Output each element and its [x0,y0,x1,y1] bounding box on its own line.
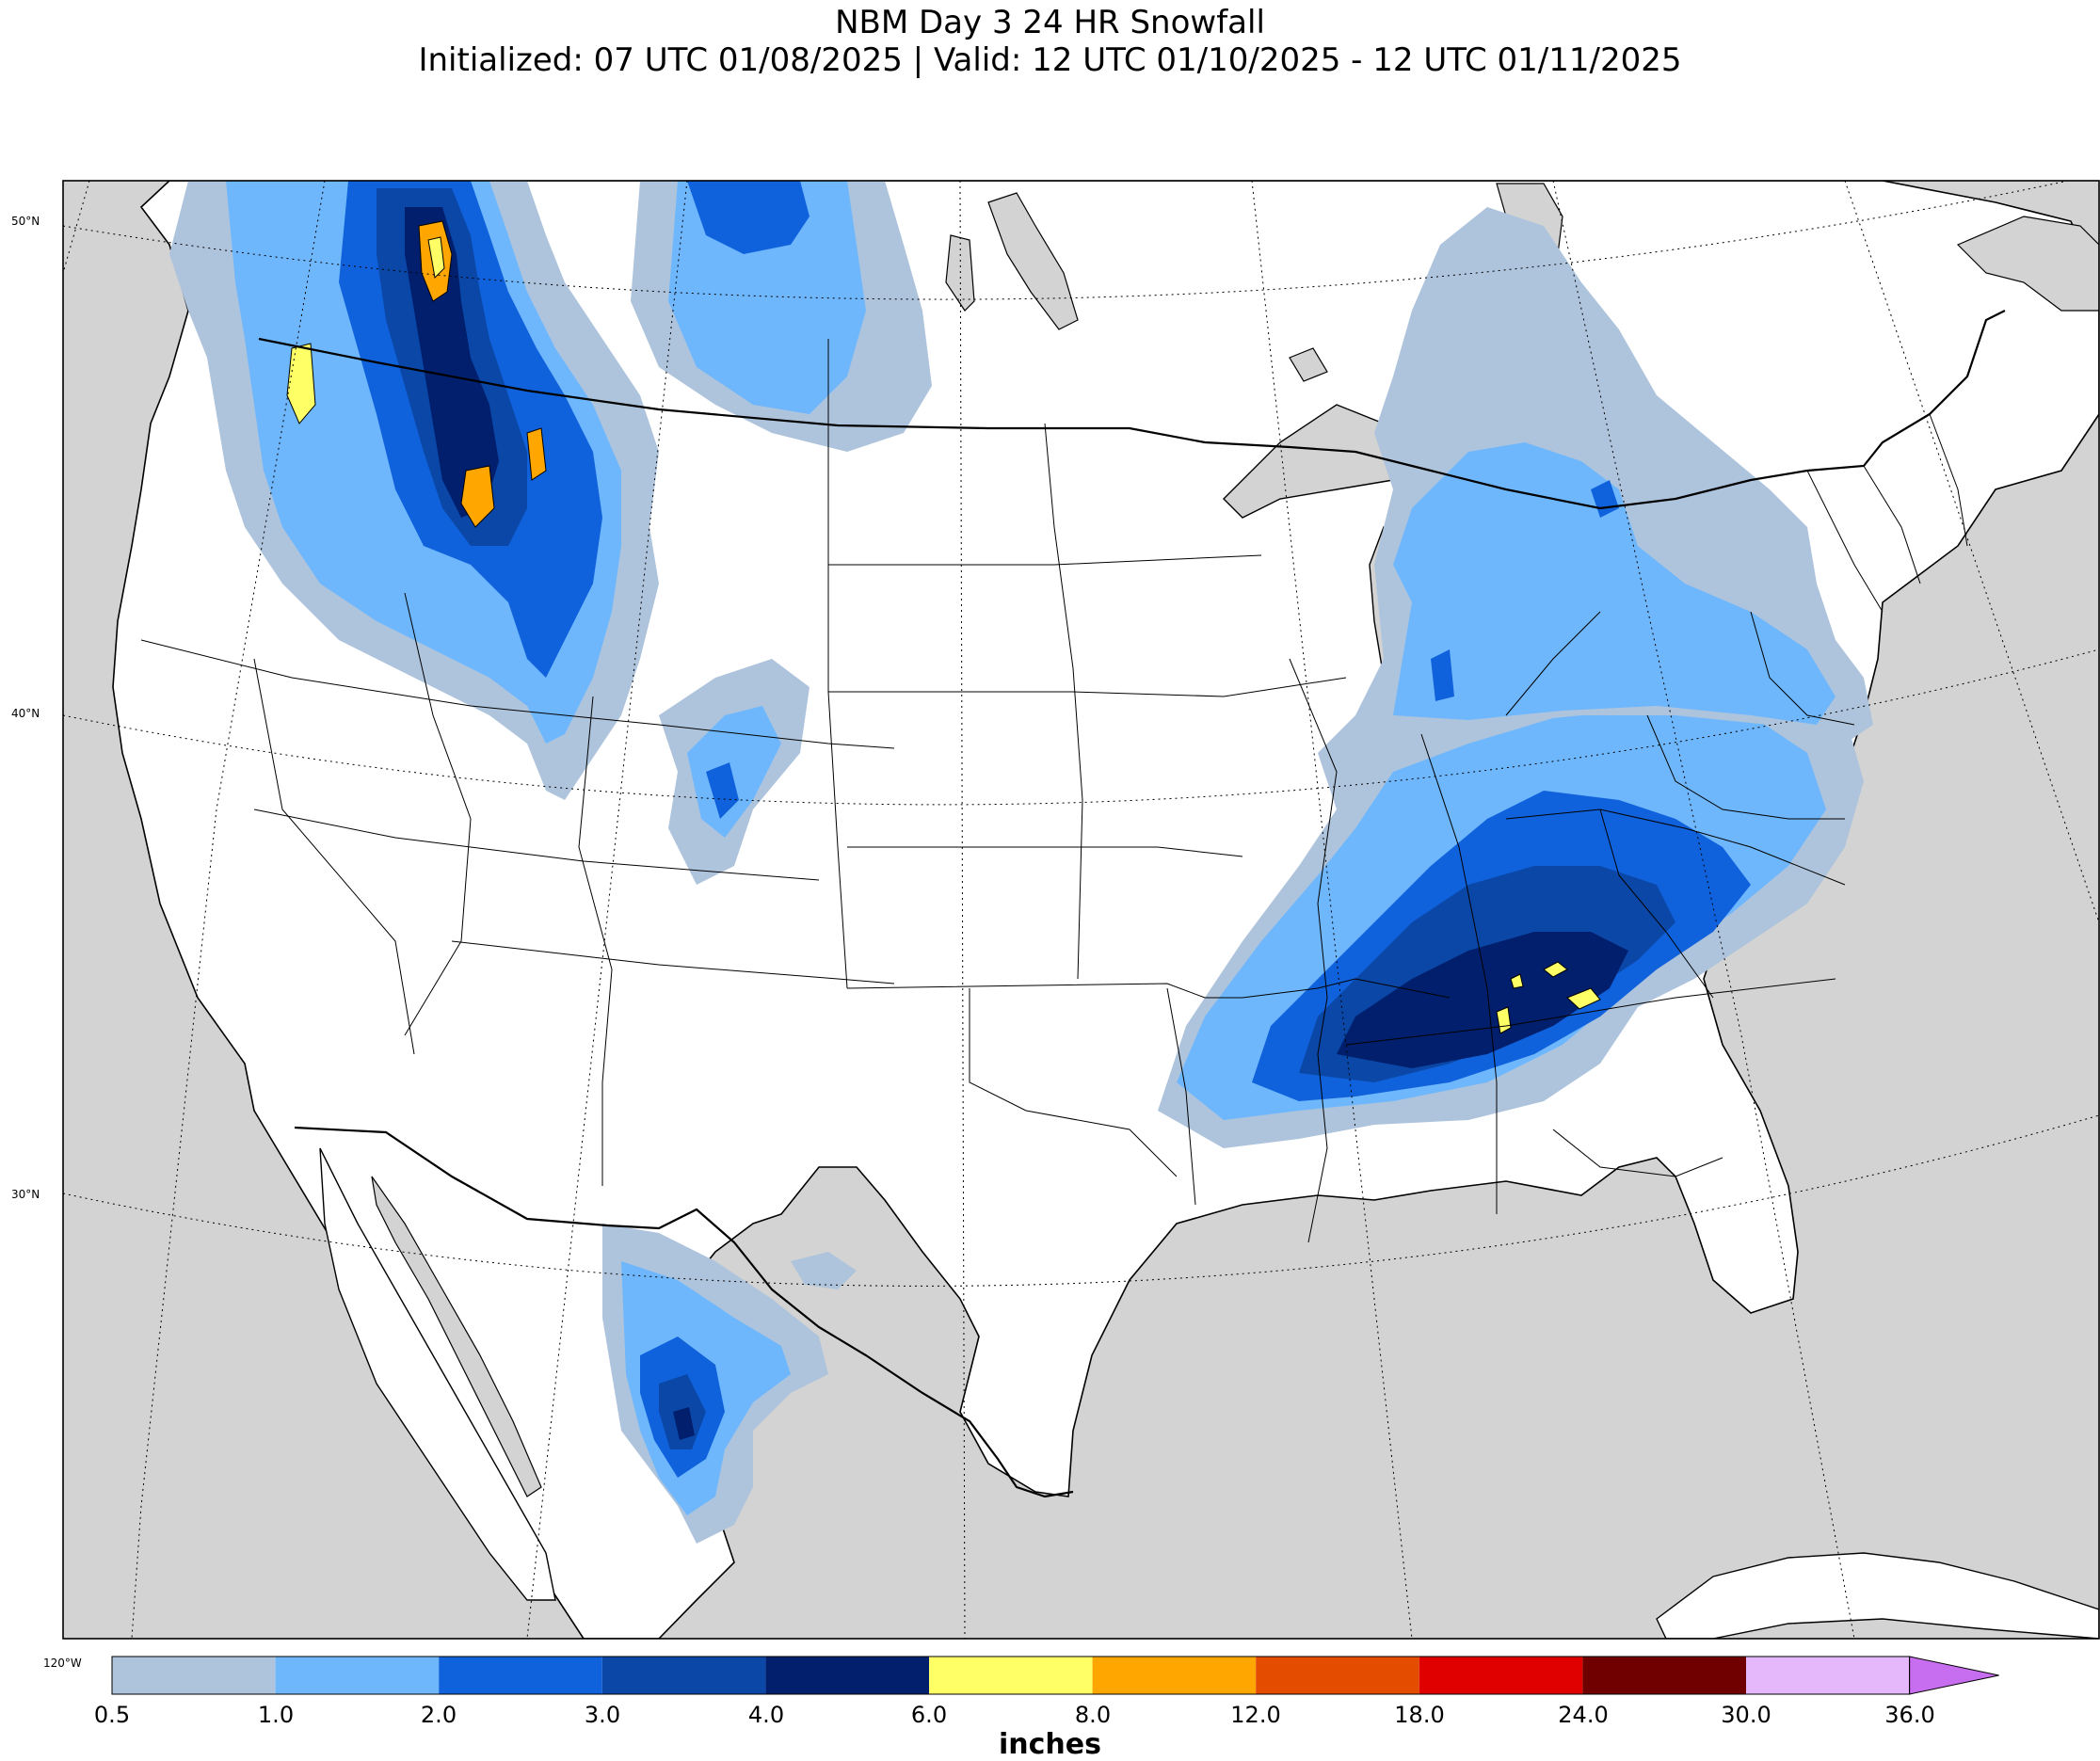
colorbar-segment [1419,1657,1583,1694]
lon-label-120w: 120°W [43,1657,82,1670]
colorbar-tick: 1.0 [257,1702,295,1728]
snow-band-mx-4 [673,1407,695,1440]
colorbar-tick: 12.0 [1230,1702,1281,1728]
colorbar-segment [112,1657,276,1694]
colorbar-tick: 8.0 [1074,1702,1112,1728]
gulf-of-california [371,1176,542,1497]
colorbar-segment [439,1657,602,1694]
snow-core-nw-3 [460,465,495,528]
cuba [1656,1552,2099,1639]
colorbar-segment [765,1657,929,1694]
colorbar-outline [111,1656,1911,1695]
colorbar-tick: 2.0 [420,1702,457,1728]
snow-band-ne-3 [1431,649,1454,701]
snow-band-co-1 [687,706,781,838]
colorbar-segment [1092,1657,1257,1694]
snow-core-nw-4 [526,427,547,481]
us-canada-border [258,310,2006,510]
colorbar-units: inches [999,1728,1101,1761]
lat-label-30n: 30°N [11,1188,40,1201]
colorbar-tick: 36.0 [1884,1702,1935,1728]
colorbar-tick: 6.0 [910,1702,948,1728]
snow-core-se-1 [1543,961,1568,978]
snow-core-se-4 [1510,973,1524,989]
us-mexico-border [294,1126,1074,1498]
gulf-of-st-lawrence [1956,216,2099,312]
colorbar-tick: 4.0 [747,1702,785,1728]
baja-california [319,1147,556,1601]
colorbar-segment [275,1657,440,1694]
snow-band-tx-05 [791,1252,857,1289]
snow-core-se-2 [1566,987,1601,1010]
colorbar-segment [1582,1657,1746,1694]
map-title: NBM Day 3 24 HR Snowfall [835,4,1265,41]
colorbar-segment [601,1657,766,1694]
graticule [63,181,2099,1639]
colorbar-tick: 30.0 [1721,1702,1771,1728]
snow-core-nw-5 [286,343,316,424]
map-subtitle: Initialized: 07 UTC 01/08/2025 | Valid: … [418,41,1682,79]
colorbar-segment [929,1657,1093,1694]
colorbar-segment [1256,1657,1419,1694]
map-frame [62,180,2100,1640]
snow-band-co-2 [706,762,739,819]
snowfall-shading [169,181,1873,1544]
colorbar-tick: 0.5 [93,1702,131,1728]
snow-band-prairie-2 [687,181,810,254]
lat-label-50n: 50°N [11,215,40,228]
colorbar-tick: 18.0 [1394,1702,1445,1728]
colorbar-tick: 24.0 [1558,1702,1609,1728]
state-boundaries [140,339,1968,1243]
colorbar-extend-arrow [1909,1656,1999,1695]
colorbar-tick: 3.0 [584,1702,621,1728]
lat-label-40n: 40°N [11,707,40,720]
snow-core-nw-2 [427,236,445,280]
snow-band-ne-1 [1393,442,1835,725]
colorbar-segment [1746,1657,1910,1694]
